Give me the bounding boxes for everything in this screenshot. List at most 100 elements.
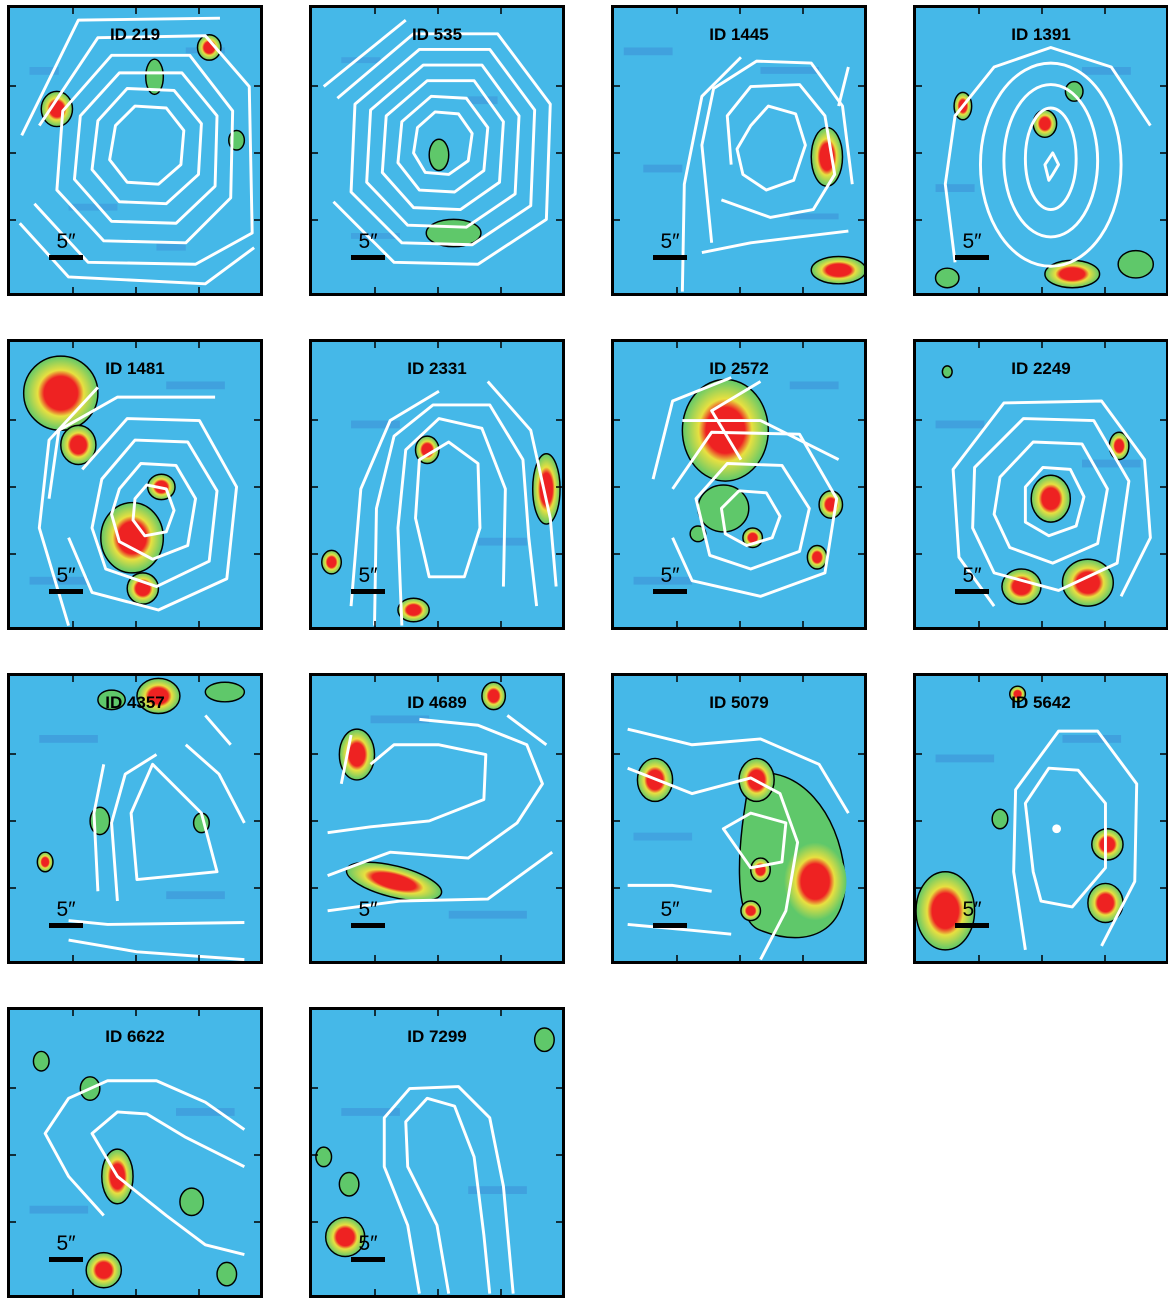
source-blob — [40, 90, 74, 128]
scale-bar-line — [351, 589, 385, 594]
panel-title: ID 535 — [411, 25, 463, 44]
scale-bar-line — [955, 589, 989, 594]
source-blob — [338, 1171, 360, 1197]
cutout-image — [934, 46, 1155, 289]
cutout-panel-id-5079: ID 5079 5″ — [611, 673, 867, 964]
cutout-image — [22, 355, 239, 627]
source-blob — [749, 857, 771, 883]
panel-title: ID 2331 — [407, 359, 467, 378]
panel-title: ID 5079 — [709, 693, 769, 712]
noise-background — [351, 420, 527, 546]
source-blob — [481, 681, 507, 711]
cutout-panel-id-6622: ID 6622 5″ — [7, 1007, 263, 1298]
source-blob — [428, 138, 450, 172]
source-blob — [1061, 558, 1114, 607]
cutout-panel-id-7299: ID 7299 5″ — [309, 1007, 565, 1298]
scale-bar-line — [49, 589, 83, 594]
scale-bar-line — [653, 255, 687, 260]
scale-label: 5″ — [358, 230, 378, 253]
source-blob — [818, 490, 844, 519]
noise-background — [935, 67, 1131, 193]
scale-label: 5″ — [358, 1232, 378, 1255]
panel-title: ID 5642 — [1011, 693, 1071, 712]
cutout-image — [322, 18, 552, 266]
scale-bar: 5″ — [46, 565, 86, 594]
noise-background — [633, 832, 693, 841]
source-blob — [196, 34, 222, 61]
cutout-image — [623, 47, 864, 292]
scale-bar: 5″ — [952, 231, 992, 260]
panel-title: ID 1445 — [709, 25, 769, 44]
noise-background — [370, 715, 527, 919]
scale-label: 5″ — [962, 898, 982, 921]
noise-background — [29, 1108, 235, 1214]
cutout-image — [627, 727, 850, 961]
source-blob — [338, 728, 376, 781]
source-blob — [204, 681, 246, 703]
cutout-panel-id-535: ID 535 5″ — [309, 5, 565, 296]
scale-label: 5″ — [358, 898, 378, 921]
cutout-panel-id-1391: ID 1391 5″ — [913, 5, 1168, 296]
scale-bar: 5″ — [46, 899, 86, 928]
cutout-panel-id-1481: ID 1481 5″ — [7, 339, 263, 630]
scale-label: 5″ — [660, 898, 680, 921]
panel-title: ID 2249 — [1011, 359, 1071, 378]
source-blob — [414, 435, 440, 465]
scale-bar-line — [955, 923, 989, 928]
panel-title: ID 4357 — [105, 693, 165, 712]
source-blob — [36, 851, 54, 873]
overlay-contours — [943, 46, 1152, 268]
overlay-contours — [43, 1079, 246, 1256]
cutout-image — [935, 365, 1152, 607]
overlay-contours — [37, 386, 239, 627]
scale-label: 5″ — [660, 230, 680, 253]
panel-title: ID 1481 — [105, 359, 165, 378]
source-blob — [145, 58, 165, 96]
noise-background — [633, 381, 839, 585]
source-blob — [32, 1050, 50, 1072]
scale-bar-line — [351, 1257, 385, 1262]
source-blob — [810, 255, 864, 285]
overlay-contours — [327, 714, 554, 913]
source-blob — [783, 842, 847, 921]
scale-label: 5″ — [962, 230, 982, 253]
overlay-contours — [651, 376, 840, 598]
overlay-contours — [951, 399, 1152, 607]
scale-bar: 5″ — [46, 1233, 86, 1262]
scale-label: 5″ — [962, 564, 982, 587]
source-blob — [126, 572, 160, 605]
noise-background — [935, 735, 1122, 763]
overlay-contours — [627, 727, 850, 961]
scale-label: 5″ — [660, 564, 680, 587]
source-blob — [216, 1261, 238, 1287]
overlay-contours — [680, 56, 854, 292]
overlay-contours — [1012, 729, 1139, 951]
noise-background — [39, 735, 225, 900]
source-blob — [97, 689, 126, 711]
overlay-contours — [322, 18, 552, 266]
source-blob — [941, 365, 953, 379]
scale-label: 5″ — [56, 230, 76, 253]
noise-background — [341, 57, 498, 239]
scale-bar-line — [955, 255, 989, 260]
source-blob — [60, 424, 97, 466]
source-blob — [991, 808, 1009, 830]
overlay-contours — [349, 380, 558, 626]
noise-background — [935, 420, 1141, 468]
scale-bar: 5″ — [348, 565, 388, 594]
scale-bar-line — [49, 255, 83, 260]
scale-bar: 5″ — [650, 899, 690, 928]
source-blob — [806, 544, 828, 570]
scale-bar: 5″ — [348, 231, 388, 260]
scale-label: 5″ — [56, 1232, 76, 1255]
cutout-image — [916, 685, 1139, 951]
panel-title: ID 219 — [109, 25, 161, 44]
cutout-panel-id-1445: ID 1445 5″ — [611, 5, 867, 296]
source-blob — [100, 501, 165, 574]
source-blob — [533, 1027, 555, 1053]
source-blob — [179, 1187, 205, 1217]
panel-title: ID 2572 — [709, 359, 769, 378]
scale-bar-line — [49, 1257, 83, 1262]
source-blob — [1009, 685, 1027, 703]
noise-background — [341, 1108, 527, 1195]
